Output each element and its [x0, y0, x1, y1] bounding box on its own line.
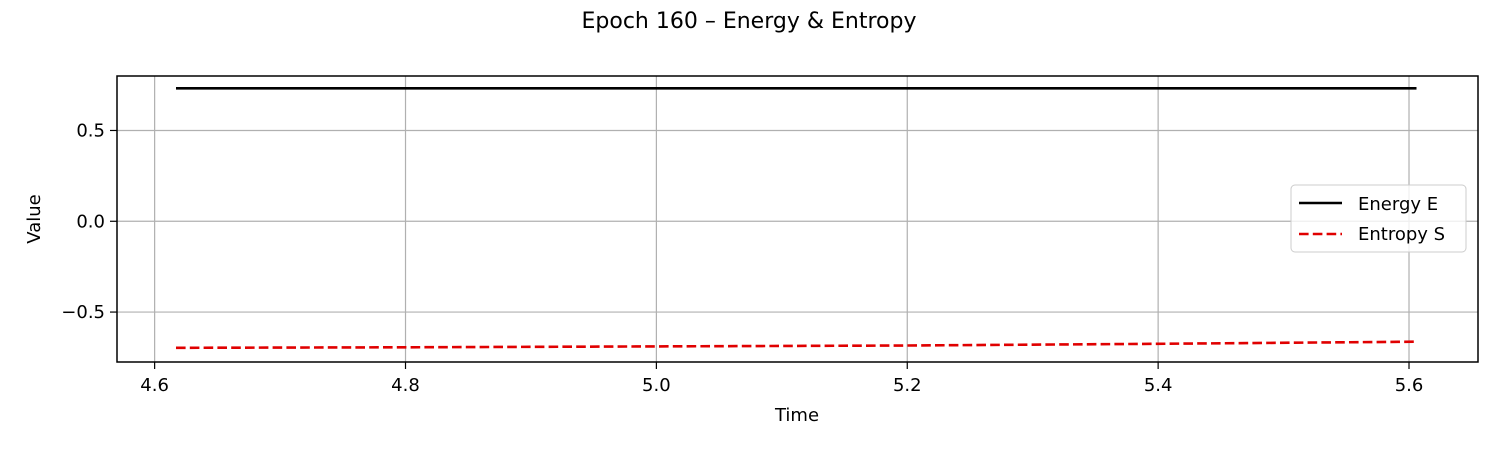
x-tick-label: 5.2: [893, 375, 922, 396]
legend-label-energy: Energy E: [1358, 194, 1438, 215]
x-tick-label: 4.6: [140, 375, 169, 396]
x-tick-label: 5.6: [1395, 375, 1424, 396]
legend: Energy E Entropy S: [1290, 184, 1467, 253]
grid: [117, 76, 1478, 362]
series-line-entropy: [175, 340, 1417, 350]
x-tick-label: 5.4: [1144, 375, 1173, 396]
y-tick-label: 0.5: [76, 120, 105, 141]
x-tick-label: 4.8: [391, 375, 420, 396]
y-axis-label: Value: [24, 194, 45, 243]
y-tick-label: −0.5: [61, 302, 105, 323]
legend-label-entropy: Entropy S: [1358, 224, 1445, 245]
axis-ticks: 4.6 4.8 5.0 5.2 5.4 5.6 −0.5 0.0 0.5: [61, 120, 1423, 396]
plot-lines: [175, 87, 1417, 350]
x-axis-label: Time: [774, 405, 819, 426]
plot-frame: [116, 75, 1479, 363]
y-tick-label: 0.0: [76, 211, 105, 232]
x-tick-label: 5.0: [642, 375, 671, 396]
chart-title: Epoch 160 – Energy & Entropy: [582, 9, 917, 34]
